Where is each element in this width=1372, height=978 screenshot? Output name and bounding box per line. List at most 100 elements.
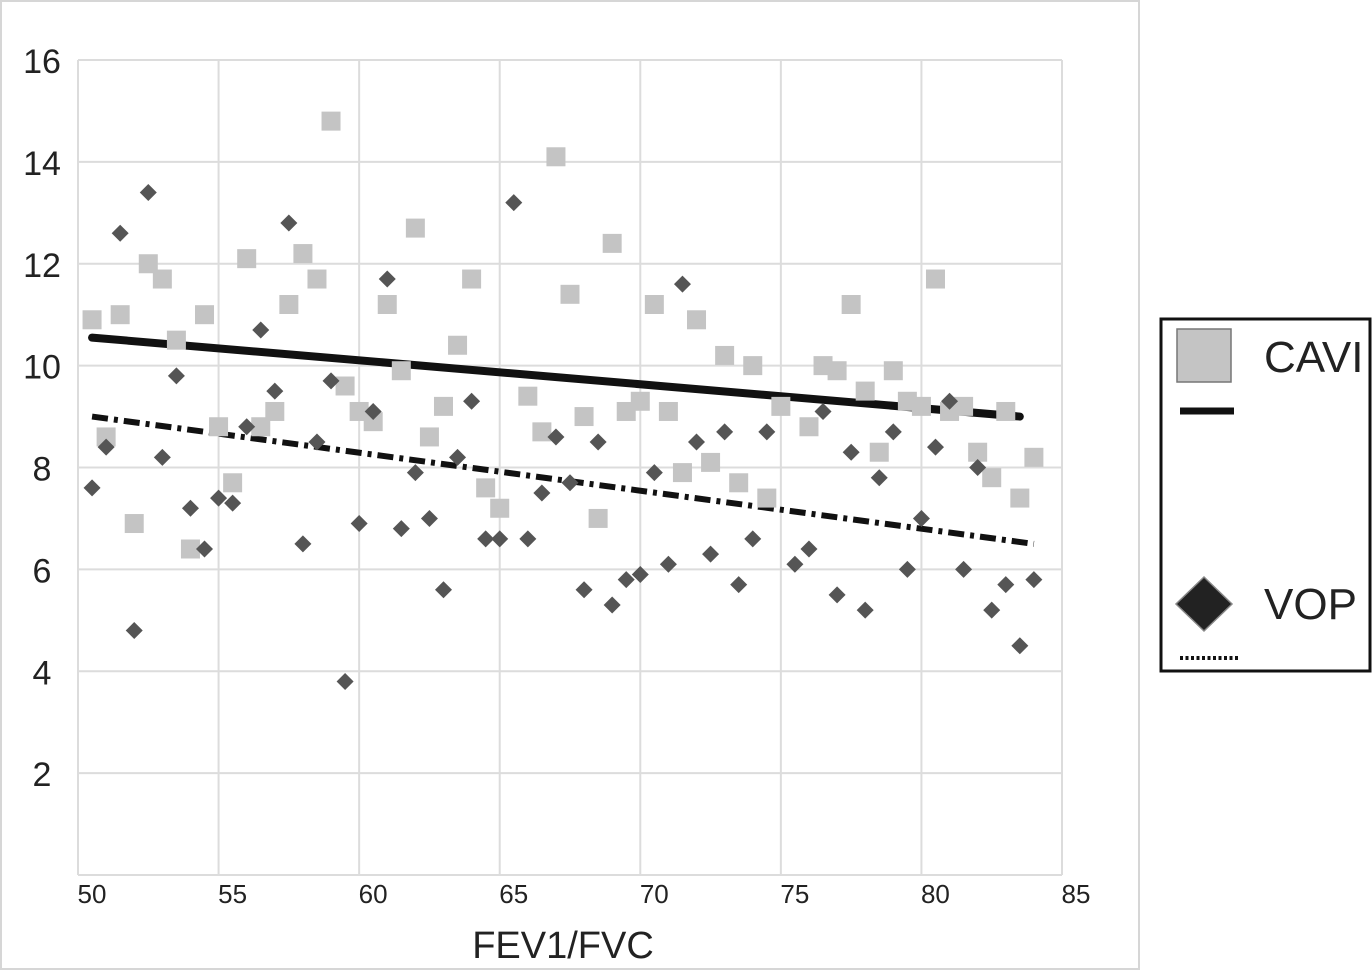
vop-point <box>280 214 298 232</box>
cavi-point <box>560 284 580 304</box>
trendline-cavi <box>88 333 1024 421</box>
vop-point <box>842 443 860 461</box>
vop-point <box>477 530 495 548</box>
cavi-point <box>743 356 763 376</box>
cavi-point <box>574 407 594 427</box>
cavi-point <box>237 249 257 269</box>
cavi-point <box>883 361 903 381</box>
cavi-point <box>911 396 931 416</box>
vop-point <box>561 474 579 492</box>
cavi-point <box>195 305 215 325</box>
cavi-point <box>335 376 355 396</box>
vop-point <box>631 565 649 583</box>
vop-point <box>153 448 171 466</box>
cavi-point <box>223 473 243 493</box>
x-tick-label: 85 <box>1062 879 1091 909</box>
vop-point <box>167 367 185 385</box>
cavi-point <box>602 233 622 253</box>
vop-point <box>420 509 438 527</box>
vop-point <box>308 433 326 451</box>
x-tick-label: 60 <box>359 879 388 909</box>
cavi-point <box>729 473 749 493</box>
vop-point <box>463 392 481 410</box>
y-tick-label: 10 <box>23 349 61 387</box>
cavi-point <box>419 427 439 447</box>
cavi-point <box>588 508 608 528</box>
vop-point <box>870 469 888 487</box>
vop-point <box>111 224 129 242</box>
trendlines <box>88 333 1035 547</box>
vop-point <box>336 672 354 690</box>
vop-point <box>1011 637 1029 655</box>
cavi-point <box>799 417 819 437</box>
vop-point <box>730 576 748 594</box>
cavi-point <box>391 361 411 381</box>
vop-point <box>828 586 846 604</box>
x-axis-title: FEV1/FVC <box>472 925 654 967</box>
cavi-point <box>321 111 341 131</box>
y-tick-label: 16 <box>23 43 61 81</box>
cavi-point <box>855 381 875 401</box>
vop-point <box>645 464 663 482</box>
cavi-point <box>279 295 299 314</box>
cavi-point <box>827 361 847 381</box>
x-tick-label: 80 <box>921 879 950 909</box>
vop-point <box>519 530 537 548</box>
vop-point <box>125 622 143 639</box>
vop-point <box>181 499 199 517</box>
vop-point <box>1025 571 1043 589</box>
cavi-point <box>180 539 200 559</box>
x-tick-label: 65 <box>499 879 528 909</box>
legend-cavi-label: CAVI <box>1264 333 1363 382</box>
vop-point <box>252 321 270 339</box>
vop-point <box>449 448 467 466</box>
cavi-point <box>771 396 791 416</box>
vop-point <box>224 494 242 512</box>
vop-point <box>491 530 509 548</box>
vop-point <box>758 423 776 441</box>
x-tick-label: 75 <box>780 879 809 909</box>
cavi-point <box>448 335 468 355</box>
cavi-point <box>982 468 1002 488</box>
vop-point <box>533 484 551 502</box>
cavi-point <box>405 218 425 238</box>
y-tick-label: 4 <box>33 654 52 692</box>
vop-point <box>322 372 340 390</box>
vop-point <box>912 509 930 527</box>
cavi-point <box>363 412 383 432</box>
vop-point <box>716 423 734 441</box>
cavi-point <box>152 269 172 289</box>
vop-point <box>673 275 691 293</box>
cavi-point <box>138 254 158 274</box>
y-tick-label: 14 <box>23 145 61 183</box>
vop-point <box>659 555 677 573</box>
vop-point <box>702 545 720 563</box>
cavi-point <box>658 401 678 421</box>
vop-point <box>856 601 874 619</box>
vop-point <box>898 560 916 578</box>
x-tick-label: 70 <box>640 879 669 909</box>
cavi-point <box>490 498 510 518</box>
vop-point <box>406 464 424 482</box>
vop-point <box>266 382 284 400</box>
cavi-point <box>630 391 650 411</box>
cavi-point <box>293 244 313 264</box>
cavi-point <box>644 295 664 314</box>
cavi-point <box>672 463 692 483</box>
cavi-point <box>82 310 102 330</box>
vop-point <box>364 402 382 420</box>
vop-point <box>97 438 115 456</box>
vop-point <box>547 428 565 446</box>
legend-vop-symbol <box>1174 575 1234 633</box>
cavi-point <box>1010 488 1030 508</box>
cavi-point <box>307 269 327 289</box>
vop-point <box>294 535 312 553</box>
x-tick-label: 50 <box>78 879 107 909</box>
cavi-point <box>433 396 453 416</box>
cavi-point <box>996 401 1016 421</box>
legend: CAVI VOP <box>1159 317 1372 673</box>
vop-point <box>786 555 804 573</box>
vop-point <box>210 489 228 507</box>
